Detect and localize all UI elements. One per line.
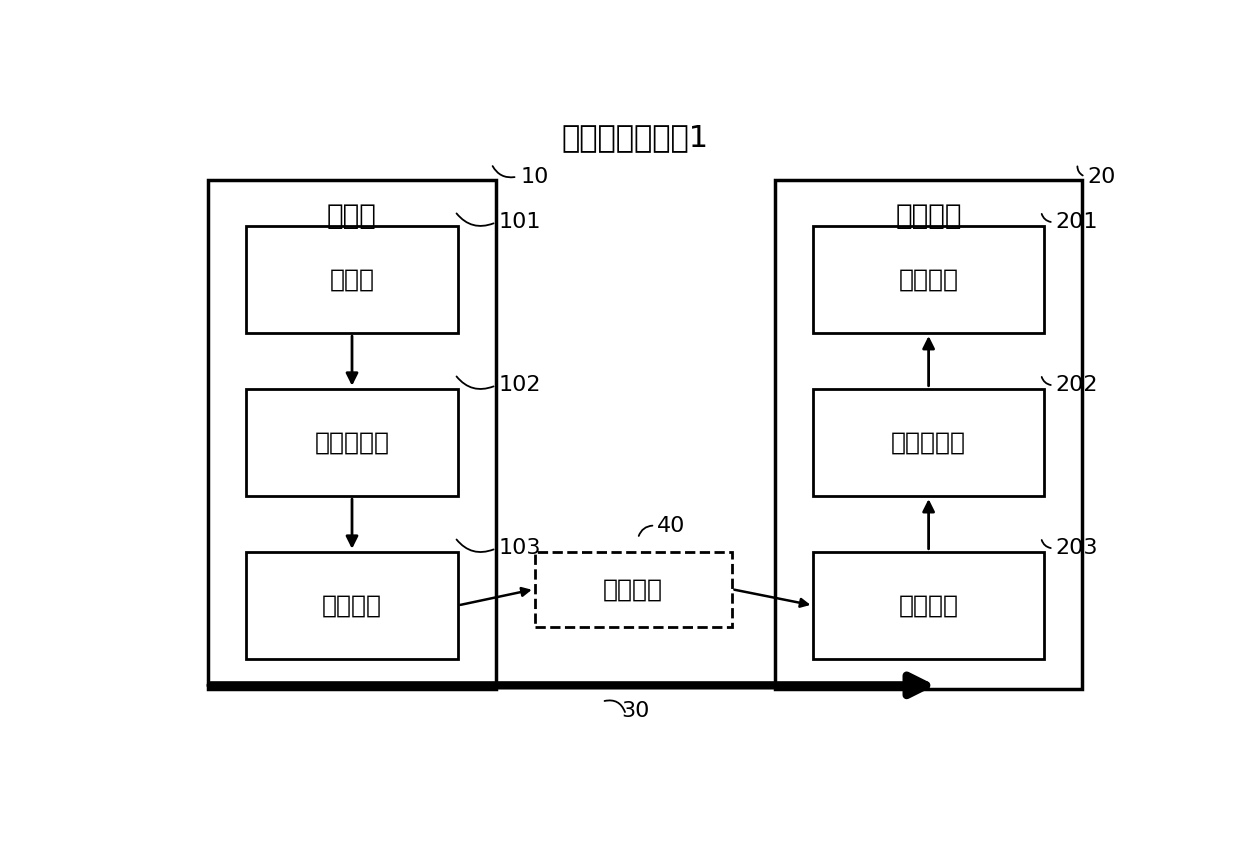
Text: 源装置: 源装置 xyxy=(327,202,377,230)
Text: 视频编码器: 视频编码器 xyxy=(315,430,389,454)
Text: 40: 40 xyxy=(657,516,686,535)
Bar xyxy=(775,180,1083,689)
Text: 30: 30 xyxy=(621,701,650,722)
Text: 103: 103 xyxy=(498,539,541,558)
Bar xyxy=(813,389,1044,496)
Text: 203: 203 xyxy=(1055,539,1097,558)
Text: 显示装置: 显示装置 xyxy=(899,268,959,291)
Text: 输出接口: 输出接口 xyxy=(322,594,382,617)
Text: 20: 20 xyxy=(1087,167,1116,186)
Text: 存储装置: 存储装置 xyxy=(603,577,663,601)
Bar xyxy=(247,389,458,496)
Text: 201: 201 xyxy=(1055,213,1097,232)
Text: 视频编解码系统1: 视频编解码系统1 xyxy=(562,123,709,152)
Bar xyxy=(247,551,458,659)
Text: 视频解码器: 视频解码器 xyxy=(892,430,966,454)
Text: 102: 102 xyxy=(498,375,541,396)
Bar xyxy=(813,225,1044,333)
Bar xyxy=(813,551,1044,659)
Bar xyxy=(208,180,496,689)
Text: 10: 10 xyxy=(521,167,548,186)
Bar xyxy=(247,225,458,333)
Text: 视频源: 视频源 xyxy=(330,268,374,291)
Text: 输入接口: 输入接口 xyxy=(899,594,959,617)
Text: 202: 202 xyxy=(1055,375,1097,396)
Text: 目的装置: 目的装置 xyxy=(895,202,962,230)
Text: 101: 101 xyxy=(498,213,541,232)
Bar xyxy=(534,551,732,627)
